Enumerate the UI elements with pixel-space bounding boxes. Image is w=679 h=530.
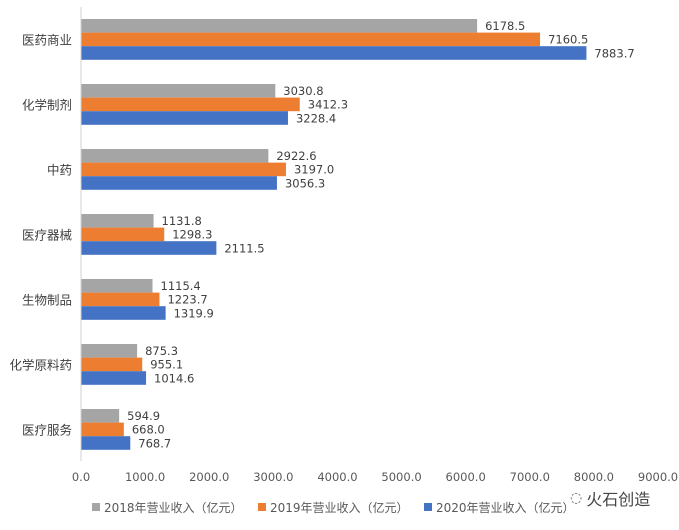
legend-label: 2019年营业收入（亿元） — [270, 500, 409, 515]
bar — [81, 97, 300, 112]
x-tick-label: 9000.0 — [638, 470, 678, 484]
bar — [81, 162, 286, 177]
category-label: 化学原料药 — [9, 357, 72, 372]
watermark: ◌ 火石创造 — [570, 486, 650, 510]
x-tick-label: 5000.0 — [381, 470, 421, 484]
category-label: 医疗服务 — [22, 422, 72, 437]
bar — [81, 306, 166, 320]
watermark-text: 火石创造 — [586, 490, 651, 509]
data-label: 1115.4 — [161, 279, 201, 293]
data-label: 1131.8 — [162, 214, 202, 228]
category-label: 医药商业 — [22, 32, 72, 47]
bar — [81, 344, 138, 358]
data-label: 3197.0 — [294, 163, 334, 177]
legend-swatch — [92, 503, 100, 511]
data-label: 875.3 — [145, 344, 178, 358]
bar — [81, 111, 288, 125]
data-label: 1223.7 — [167, 293, 207, 307]
wechat-icon: ◌ — [570, 490, 583, 506]
bar — [81, 371, 147, 385]
bar — [81, 227, 165, 242]
data-label: 1298.3 — [172, 228, 212, 242]
bar — [81, 422, 124, 437]
bar — [81, 214, 154, 228]
category-label: 化学制剂 — [22, 97, 72, 112]
bar — [81, 409, 120, 423]
legend-swatch — [424, 503, 432, 511]
x-tick-label: 3000.0 — [253, 470, 293, 484]
bar — [81, 241, 217, 255]
bar — [81, 279, 153, 293]
data-label: 2111.5 — [224, 241, 264, 255]
legend-swatch — [258, 503, 266, 511]
x-tick-label: 0.0 — [72, 470, 90, 484]
data-label: 2922.6 — [276, 149, 316, 163]
bar — [81, 176, 277, 190]
data-label: 768.7 — [138, 436, 171, 450]
x-tick-label: 2000.0 — [189, 470, 229, 484]
bar — [81, 436, 131, 450]
data-label: 3030.8 — [283, 84, 323, 98]
legend-label: 2018年营业收入（亿元） — [104, 500, 243, 515]
x-tick-label: 6000.0 — [446, 470, 486, 484]
data-label: 955.1 — [150, 358, 183, 372]
bar — [81, 149, 269, 163]
data-label: 3412.3 — [308, 98, 348, 112]
x-tick-label: 1000.0 — [125, 470, 165, 484]
data-label: 3056.3 — [285, 176, 325, 190]
data-label: 1014.6 — [154, 371, 194, 385]
data-label: 1319.9 — [174, 306, 214, 320]
data-label: 3228.4 — [296, 111, 336, 125]
category-label: 中药 — [47, 162, 72, 177]
bar — [81, 32, 541, 47]
x-tick-label: 8000.0 — [574, 470, 614, 484]
data-label: 668.0 — [132, 423, 165, 437]
bar — [81, 357, 143, 372]
bar — [81, 19, 478, 33]
bar — [81, 292, 160, 307]
data-label: 7160.5 — [548, 33, 588, 47]
data-label: 6178.5 — [485, 19, 525, 33]
data-label: 594.9 — [127, 409, 160, 423]
x-tick-label: 4000.0 — [317, 470, 357, 484]
legend-label: 2020年营业收入（亿元） — [436, 500, 575, 515]
data-label: 7883.7 — [594, 46, 634, 60]
category-label: 生物制品 — [22, 292, 72, 307]
bar — [81, 46, 587, 60]
bar — [81, 84, 276, 98]
category-label: 医疗器械 — [22, 227, 73, 242]
x-tick-label: 7000.0 — [510, 470, 550, 484]
